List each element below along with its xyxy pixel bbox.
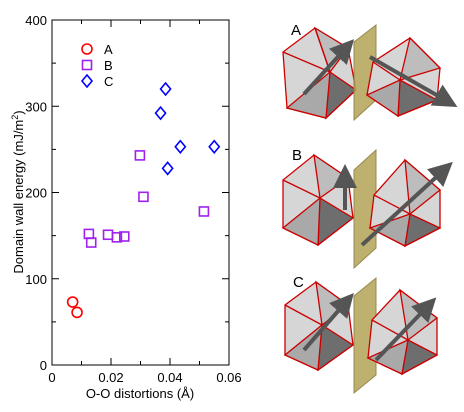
y-axis-label: Domain wall energy (mJ/m2): [10, 110, 26, 273]
axis-ticks: [51, 19, 230, 366]
data-point-b: [102, 229, 114, 241]
legend-marker-a: [81, 43, 93, 55]
data-point-c: [208, 139, 221, 155]
panel-label-a: A: [291, 22, 301, 39]
spin-arrow: [302, 292, 354, 352]
legend-marker-b: [81, 59, 93, 71]
y-axis-label-close: ): [11, 110, 26, 114]
legend-label-c: C: [104, 74, 113, 89]
domain-wall: [353, 276, 377, 395]
structure-panel-c: C: [283, 274, 439, 395]
x-tick-label: 0.04: [157, 370, 182, 385]
x-tick-label: 0: [48, 370, 55, 385]
panel-label-c: C: [293, 274, 304, 291]
data-point-b: [85, 237, 97, 248]
data-point-c: [161, 161, 174, 176]
data-point-b: [118, 231, 130, 242]
panel-label-b: B: [292, 147, 302, 164]
spin-arrow: [302, 39, 355, 96]
data-point-b: [138, 191, 149, 203]
scatter-chart: 0 0.02 0.04 0.06 0 100 200 300 400 O-O distorti…: [10, 13, 242, 401]
data-point-c: [159, 81, 172, 97]
y-tick-labels: 0 100 200 300 400: [25, 13, 47, 373]
legend-label-b: B: [104, 58, 113, 73]
data-points: [66, 81, 221, 319]
data-point-b: [198, 206, 210, 217]
data-point-b: [111, 232, 123, 243]
data-point-a: [66, 296, 79, 308]
data-point-c: [154, 105, 167, 121]
x-axis-label: O-O distortions (Å): [86, 386, 194, 401]
spin-arrow: [374, 297, 437, 362]
spin-arrow: [369, 55, 458, 107]
structure-panel-b: B: [281, 147, 453, 270]
spin-arrow: [360, 161, 453, 247]
y-axis-label-superscript: 2: [10, 115, 20, 120]
legend-label-a: A: [104, 42, 113, 57]
data-point-a: [71, 306, 83, 319]
x-tick-label: 0.02: [98, 370, 123, 385]
y-tick-label: 300: [25, 99, 47, 114]
octahedron-left: [283, 280, 355, 372]
legend: ABC: [80, 42, 113, 89]
x-tick-labels: 0 0.02 0.04 0.06: [48, 370, 241, 385]
data-point-b: [83, 228, 95, 240]
octahedron-left: [281, 153, 355, 247]
legend-marker-c: [80, 73, 94, 89]
data-point-b: [134, 150, 146, 161]
y-axis-label-main: Domain wall energy (mJ/m: [11, 120, 26, 274]
y-tick-label: 400: [25, 13, 47, 28]
data-point-c: [174, 139, 187, 155]
x-tick-label: 0.06: [216, 370, 241, 385]
y-tick-label: 200: [25, 186, 47, 201]
structure-panel-a: A: [282, 22, 458, 122]
y-tick-label: 0: [40, 358, 47, 373]
octahedron-left: [282, 26, 358, 120]
y-tick-label: 100: [25, 272, 47, 287]
